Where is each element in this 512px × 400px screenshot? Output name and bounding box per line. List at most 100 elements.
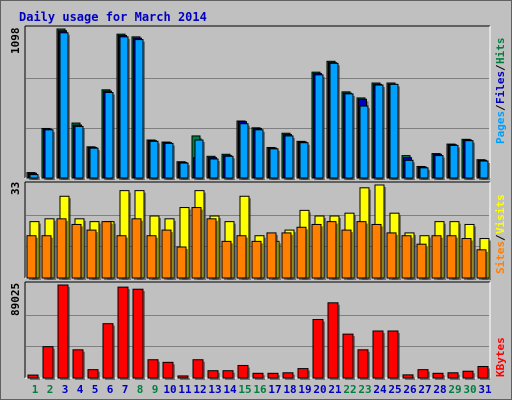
- kbytes-bar-10: [162, 361, 174, 379]
- sites-bar-14: [221, 240, 232, 279]
- sites-bar-25: [386, 232, 397, 279]
- day-label-11: 11: [178, 383, 192, 396]
- sites-bar-23: [356, 221, 367, 279]
- day-label-8: 8: [137, 383, 144, 396]
- pages-bar-17: [269, 148, 279, 179]
- sites-bar-21: [326, 221, 337, 279]
- day-label-31: 31: [478, 383, 492, 396]
- kbytes-bar-31: [477, 366, 489, 379]
- sites-bar-24: [371, 223, 382, 279]
- pages-bar-16: [254, 129, 264, 179]
- kbytes-bar-7: [117, 286, 129, 379]
- legend-sep-1: /: [494, 104, 507, 111]
- kbytes-bar-1-shadow: [30, 377, 40, 380]
- pages-bar-14: [224, 155, 234, 179]
- kbytes-bar-9: [147, 359, 159, 379]
- day-label-17: 17: [268, 383, 281, 396]
- sites-bar-16: [251, 240, 262, 279]
- sites-bar-20: [311, 223, 322, 279]
- pages-bar-3: [59, 32, 69, 179]
- kbytes-bar-16: [252, 372, 264, 379]
- sites-bar-31: [476, 249, 487, 279]
- day-label-9: 9: [152, 383, 159, 396]
- kbytes-bar-25: [387, 330, 399, 379]
- day-label-15: 15: [238, 383, 251, 396]
- kbytes-bar-15: [237, 364, 249, 379]
- sites-bar-6: [101, 221, 112, 279]
- sites-bar-19: [296, 226, 307, 279]
- legend-visits: Visits: [494, 194, 507, 234]
- sites-bar-26: [401, 235, 412, 279]
- sites-bar-28: [431, 235, 442, 279]
- sites-bar-7: [116, 235, 127, 279]
- day-label-19: 19: [298, 383, 311, 396]
- day-label-24: 24: [373, 383, 387, 396]
- kbytes-bar-26: [402, 374, 414, 379]
- day-label-21: 21: [328, 383, 342, 396]
- pages-bar-1: [29, 174, 39, 179]
- pages-bar-27: [419, 167, 429, 179]
- sites-bar-13: [206, 218, 217, 279]
- day-label-28: 28: [433, 383, 446, 396]
- kbytes-bar-27: [417, 369, 429, 379]
- sites-bar-8: [131, 218, 142, 279]
- pages-bar-28: [434, 155, 444, 179]
- day-label-5: 5: [92, 383, 99, 396]
- sites-bar-30: [461, 238, 472, 279]
- legend-pages: Pages: [494, 111, 507, 144]
- sites-bar-18: [281, 232, 292, 279]
- pages-bar-6: [104, 92, 114, 179]
- kbytes-bar-3: [57, 284, 69, 379]
- day-label-25: 25: [388, 383, 401, 396]
- pages-bar-23: [359, 105, 369, 179]
- day-label-6: 6: [107, 383, 114, 396]
- pages-bar-18: [284, 135, 294, 179]
- pages-bar-9: [149, 140, 159, 179]
- kbytes-bar-1: [27, 374, 39, 379]
- kbytes-bar-11: [177, 375, 189, 379]
- day-label-29: 29: [448, 383, 461, 396]
- pages-bar-4: [74, 125, 84, 179]
- kbytes-bar-24: [372, 330, 384, 379]
- day-label-18: 18: [283, 383, 296, 396]
- pages-bar-2: [44, 129, 54, 179]
- kbytes-bar-11-shadow: [180, 377, 190, 380]
- day-label-16: 16: [253, 383, 267, 396]
- kbytes-bar-30: [462, 370, 474, 379]
- pages-bar-22: [344, 93, 354, 179]
- legend-sep-2: /: [494, 64, 507, 71]
- kbytes-bar-29: [447, 372, 459, 379]
- kbytes-bar-6: [102, 323, 114, 379]
- day-label-4: 4: [77, 383, 84, 396]
- kbytes-bar-21: [327, 302, 339, 379]
- sites-bar-29: [446, 235, 457, 279]
- legend-hits: Hits: [494, 38, 507, 65]
- kbytes-bar-18: [282, 372, 294, 379]
- sites-bar-17: [266, 232, 277, 279]
- day-label-1: 1: [32, 383, 39, 396]
- kbytes-bar-12: [192, 359, 204, 379]
- kbytes-bar-2: [42, 346, 54, 379]
- kbytes-bar-5: [87, 369, 99, 379]
- day-label-26: 26: [403, 383, 417, 396]
- kbytes-bar-28: [432, 372, 444, 379]
- pages-bar-24: [374, 84, 384, 179]
- kbytes-bar-17: [267, 372, 279, 379]
- pages-bar-8: [134, 39, 144, 179]
- pages-bar-29: [449, 144, 459, 179]
- kbytes-bar-20: [312, 318, 324, 379]
- day-label-20: 20: [313, 383, 326, 396]
- kbytes-bar-4: [72, 349, 84, 379]
- sites-bar-22: [341, 229, 352, 279]
- day-label-30: 30: [463, 383, 476, 396]
- sites-bar-10: [161, 229, 172, 279]
- kbytes-bar-14: [222, 370, 234, 379]
- pages-bar-5: [89, 147, 99, 179]
- sites-bar-15: [236, 235, 247, 279]
- day-label-10: 10: [163, 383, 176, 396]
- day-label-2: 2: [47, 383, 54, 396]
- sites-bar-5: [86, 229, 97, 279]
- pages-bar-11: [179, 162, 189, 179]
- kbytes-max-label: 89025: [9, 283, 22, 316]
